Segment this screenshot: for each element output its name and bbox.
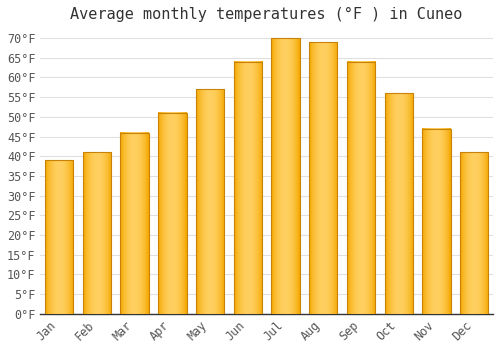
Bar: [234, 62, 262, 314]
Bar: [422, 128, 450, 314]
Bar: [272, 38, 299, 314]
Bar: [384, 93, 413, 314]
Bar: [45, 160, 74, 314]
Bar: [460, 152, 488, 314]
Title: Average monthly temperatures (°F ) in Cuneo: Average monthly temperatures (°F ) in Cu…: [70, 7, 463, 22]
Bar: [196, 89, 224, 314]
Bar: [158, 113, 186, 314]
Bar: [83, 152, 111, 314]
Bar: [347, 62, 375, 314]
Bar: [309, 42, 338, 314]
Bar: [120, 133, 149, 314]
